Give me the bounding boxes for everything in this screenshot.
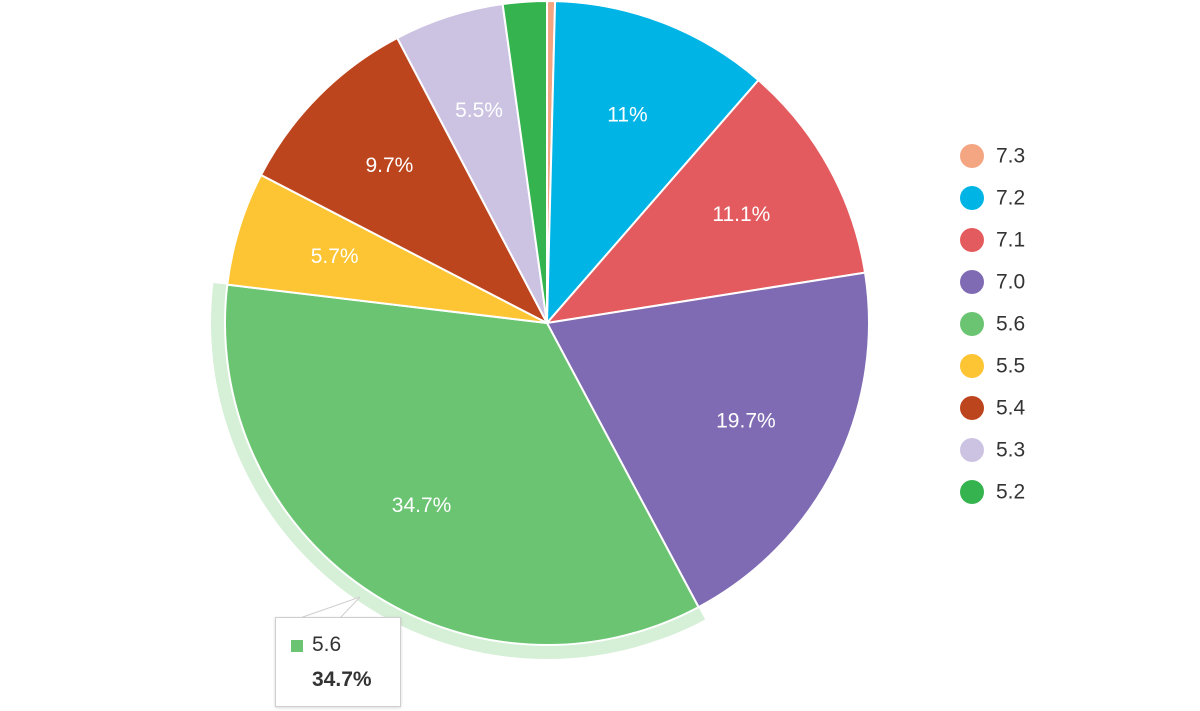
legend-swatch-5.3 [960,438,984,462]
legend-swatch-7.3 [960,144,984,168]
legend-swatch-5.6 [960,312,984,336]
tooltip-series-name: 5.6 [312,633,342,656]
pie-slice-7.1[interactable] [544,78,867,325]
slice-label-5.3: 5.5% [455,99,503,122]
tooltip-series-value: 34.7% [312,668,372,691]
legend-swatch-5.2 [960,480,984,504]
legend-swatch-5.4 [960,396,984,420]
legend-swatch-7.0 [960,270,984,294]
pie-slice-7.2[interactable] [545,0,760,326]
legend-label-7.2: 7.2 [996,187,1025,210]
slice-label-7.1: 11.1% [712,203,770,226]
legend: 7.3 7.2 7.1 7.0 5.6 5.5 5.4 5.3 5.2 [960,144,1026,504]
pie-labels: 11% 11.1% 19.7% 34.7% 5.7% 9.7% 5.5% [311,99,776,517]
legend-item-7.0[interactable]: 7.0 [960,270,1025,294]
legend-label-7.1: 7.1 [996,229,1025,252]
legend-swatch-7.1 [960,228,984,252]
pie-slice-5.4[interactable] [259,36,550,326]
legend-swatch-5.5 [960,354,984,378]
legend-label-5.3: 5.3 [996,439,1025,462]
legend-label-5.6: 5.6 [996,313,1025,336]
legend-item-5.2[interactable]: 5.2 [960,480,1025,504]
slice-label-5.6: 34.7% [392,494,452,517]
pie-slices [211,0,870,659]
legend-item-5.6[interactable]: 5.6 [960,312,1025,336]
legend-label-5.5: 5.5 [996,355,1025,378]
legend-label-7.3: 7.3 [996,145,1025,168]
legend-label-7.0: 7.0 [996,271,1025,294]
tooltip-swatch [291,640,303,652]
pie-slice-5.2[interactable] [501,0,548,324]
legend-item-7.2[interactable]: 7.2 [960,186,1025,210]
slice-label-7.0: 19.7% [716,410,776,433]
legend-item-7.3[interactable]: 7.3 [960,144,1025,168]
pie-slice-7.0[interactable] [545,271,870,609]
slice-label-5.4: 9.7% [365,154,413,177]
pie-slice-5.6[interactable] [224,283,700,646]
legend-label-5.4: 5.4 [996,397,1026,420]
legend-swatch-7.2 [960,186,984,210]
slice-label-5.5: 5.7% [311,245,359,268]
legend-item-5.3[interactable]: 5.3 [960,438,1025,462]
legend-item-7.1[interactable]: 7.1 [960,228,1025,252]
legend-label-5.2: 5.2 [996,481,1025,504]
tooltip: 5.6 34.7% [275,617,401,707]
legend-item-5.4[interactable]: 5.4 [960,396,1026,420]
slice-label-7.2: 11% [607,103,647,126]
legend-item-5.5[interactable]: 5.5 [960,354,1025,378]
